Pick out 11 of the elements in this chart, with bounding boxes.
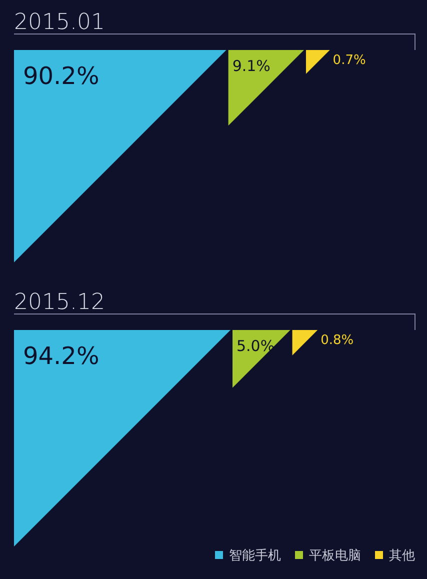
data-label: 90.2% bbox=[23, 62, 100, 90]
data-label: 0.7% bbox=[332, 53, 366, 68]
legend-label: 其他 bbox=[389, 548, 415, 564]
category-label: 2015.12 bbox=[14, 290, 105, 315]
legend-label: 平板电脑 bbox=[309, 548, 361, 564]
data-label: 9.1% bbox=[232, 57, 270, 75]
data-label: 94.2% bbox=[23, 342, 100, 370]
legend-label: 智能手机 bbox=[229, 548, 281, 564]
data-label: 0.8% bbox=[320, 333, 354, 348]
data-label: 5.0% bbox=[236, 337, 275, 355]
category-label: 2015.01 bbox=[14, 10, 105, 35]
